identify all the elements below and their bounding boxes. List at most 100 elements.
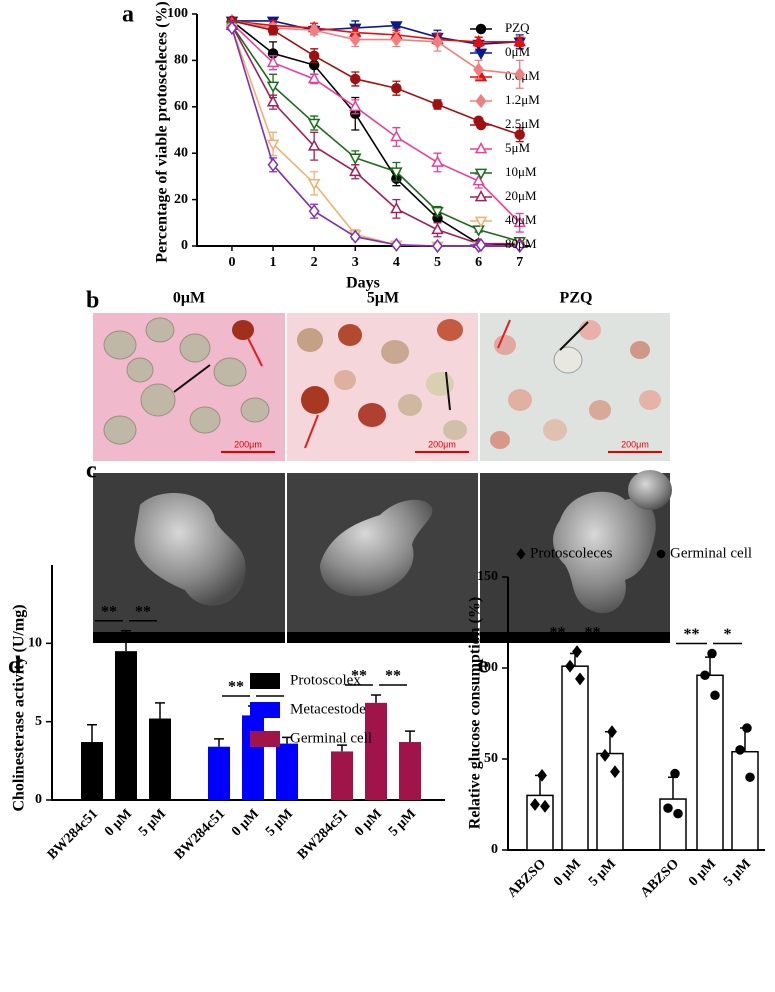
data-point xyxy=(537,768,547,782)
point xyxy=(473,62,485,77)
series-line xyxy=(231,20,520,246)
error-bar xyxy=(405,730,415,743)
photo-detail xyxy=(490,320,661,449)
point xyxy=(431,222,444,235)
point xyxy=(308,204,320,219)
y-tick-label: 100 xyxy=(167,6,188,21)
error-bar xyxy=(282,736,292,744)
panel-label: e xyxy=(478,653,489,679)
point xyxy=(349,99,362,112)
legend-marker xyxy=(474,48,488,60)
info-bar xyxy=(287,632,478,643)
legend-label: 0μM xyxy=(505,44,530,59)
significance-label: * xyxy=(724,626,732,643)
bar xyxy=(115,651,137,800)
legend-label: 40μM xyxy=(505,212,537,227)
legend-marker xyxy=(475,23,487,35)
bar xyxy=(696,674,724,851)
x-tick-label: 5 μM xyxy=(263,806,296,839)
point xyxy=(472,174,485,186)
point xyxy=(266,81,280,93)
info-bar xyxy=(93,632,285,643)
y-tick-label: 150 xyxy=(477,569,498,584)
legend-label: 80μM xyxy=(505,236,537,251)
significance-label: ** xyxy=(262,679,278,696)
point xyxy=(266,55,280,68)
legend-label: 5μM xyxy=(505,140,530,155)
bar xyxy=(731,750,759,851)
y-axis-label: Relative glucose consumption (%) xyxy=(467,597,484,829)
legend-swatch xyxy=(250,702,280,718)
arrow xyxy=(445,371,451,411)
series-line xyxy=(231,25,520,245)
series-line xyxy=(231,22,521,224)
legend-marker xyxy=(475,237,487,253)
series-line xyxy=(231,20,520,45)
data-point xyxy=(742,723,752,733)
arrow xyxy=(304,414,319,449)
x-tick-label: 5 μM xyxy=(136,806,169,839)
series-line xyxy=(231,25,520,243)
point xyxy=(431,155,444,167)
x-tick-label: 0 μM xyxy=(352,806,385,839)
legend-marker xyxy=(474,142,488,154)
point xyxy=(267,24,279,36)
legend-label: 20μM xyxy=(505,188,537,203)
photo-detail xyxy=(103,317,270,445)
panel-label: a xyxy=(122,2,134,28)
panel-label: c xyxy=(86,458,97,484)
point xyxy=(307,118,321,130)
bar xyxy=(242,715,264,800)
sem-group xyxy=(93,470,672,643)
data-point xyxy=(707,648,717,659)
y-tick-label: 0 xyxy=(181,238,188,253)
significance-label: ** xyxy=(550,624,566,641)
sem-object xyxy=(628,470,672,510)
legend-swatch xyxy=(250,731,280,747)
significance-label: ** xyxy=(351,668,367,685)
error-bar xyxy=(155,702,165,719)
x-tick-label: BW284c51 xyxy=(295,806,351,862)
y-tick-label: 50 xyxy=(484,751,498,766)
legend-marker xyxy=(656,549,666,559)
x-tick-label: ABZSO xyxy=(505,856,549,900)
arrow xyxy=(247,337,263,367)
point xyxy=(390,130,403,142)
data-point xyxy=(710,690,720,701)
point xyxy=(390,201,403,214)
point xyxy=(432,34,443,49)
photo-detail xyxy=(232,320,254,340)
y-tick-label: 5 xyxy=(35,714,42,729)
point xyxy=(308,23,320,38)
arrow xyxy=(559,321,589,351)
point xyxy=(432,99,443,110)
sem-object xyxy=(553,491,656,614)
legend-marker xyxy=(475,119,487,131)
legend-label: PZQ xyxy=(505,20,530,35)
point xyxy=(472,34,485,47)
info-bar xyxy=(480,632,670,643)
image-title: 0μM xyxy=(173,290,205,307)
y-tick-label: 0 xyxy=(491,842,498,857)
point xyxy=(308,50,320,62)
point xyxy=(349,164,362,177)
legend-label: Protoscolex xyxy=(290,672,361,688)
series-line xyxy=(231,20,520,43)
point xyxy=(514,238,526,254)
point xyxy=(349,32,361,47)
arrow xyxy=(497,319,511,349)
y-tick-label: 100 xyxy=(477,660,498,675)
x-tick-label: 5 μM xyxy=(721,856,754,889)
point xyxy=(514,129,525,140)
data-point xyxy=(673,808,683,819)
legend-swatch xyxy=(250,673,280,689)
bar xyxy=(208,746,230,800)
x-tick-label: 0 μM xyxy=(686,856,719,889)
data-point xyxy=(530,798,540,811)
bar xyxy=(149,718,171,800)
x-tick-label: 4 xyxy=(393,255,400,270)
legend-label: 10μM xyxy=(505,164,537,179)
x-tick-label: 6 xyxy=(475,255,482,270)
x-tick-label: 5 μM xyxy=(586,856,619,889)
